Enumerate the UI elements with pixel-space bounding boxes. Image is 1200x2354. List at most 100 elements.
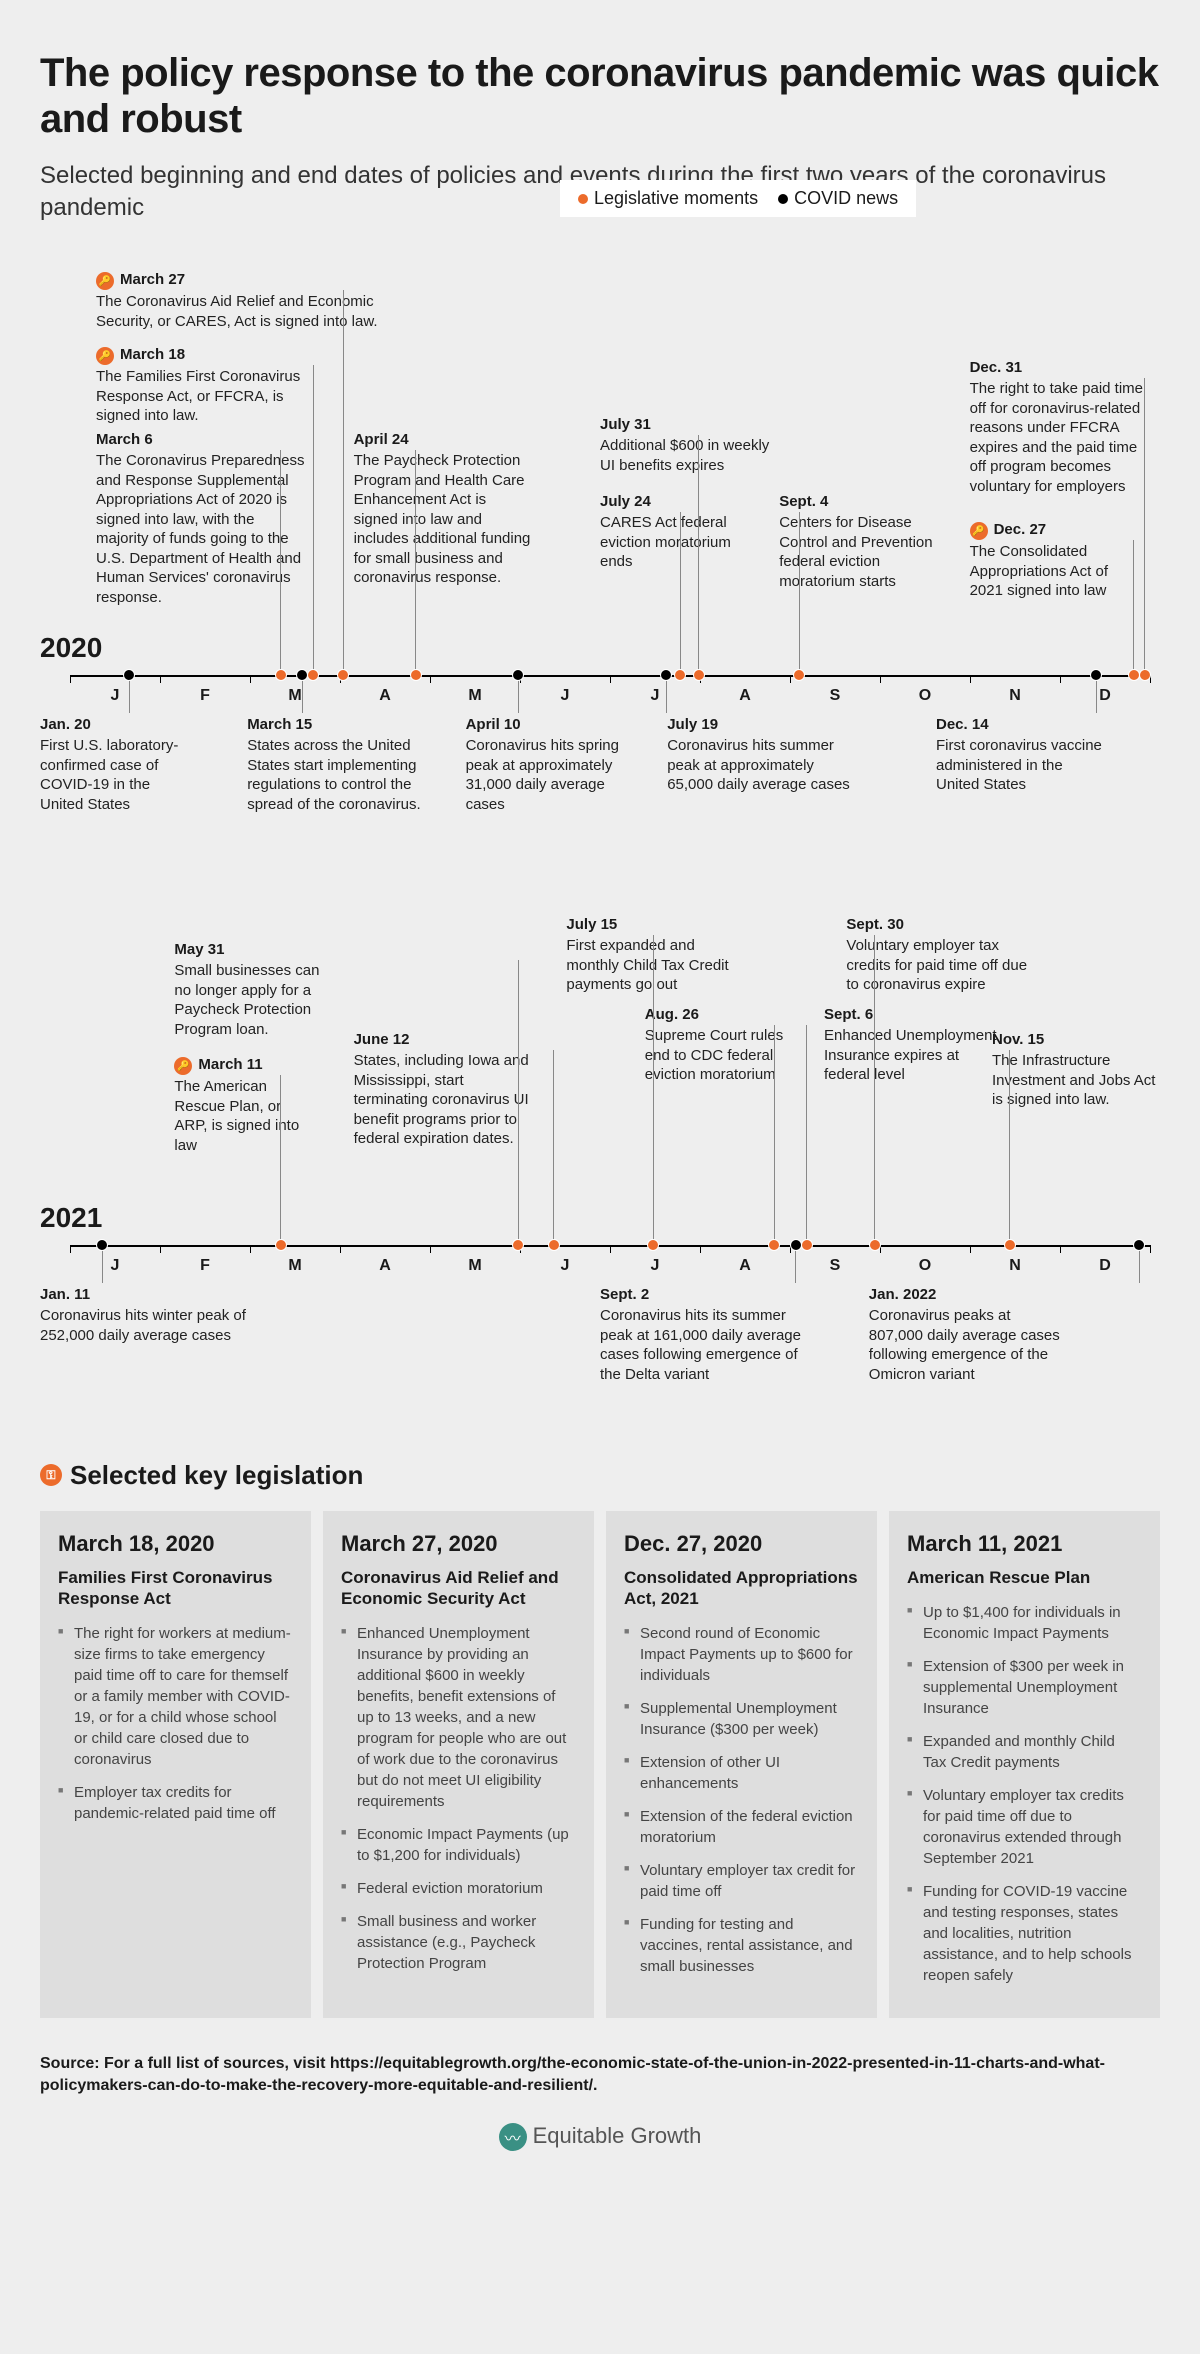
legislation-bullet: Extension of $300 per week in supplement… xyxy=(907,1656,1142,1719)
legend-label-legislative: Legislative moments xyxy=(594,188,758,208)
event-description: Coronavirus hits spring peak at approxim… xyxy=(466,736,636,814)
source-text: Source: For a full list of sources, visi… xyxy=(40,2053,1160,2098)
legislation-bullet: Expanded and monthly Child Tax Credit pa… xyxy=(907,1731,1142,1773)
event-description: First U.S. laboratory-confirmed case of … xyxy=(40,736,195,814)
event-description: The right to take paid time off for coro… xyxy=(970,379,1150,496)
legislation-bullet: Funding for COVID-19 vaccine and testing… xyxy=(907,1881,1142,1986)
event-description: Coronavirus hits winter peak of 252,000 … xyxy=(40,1306,260,1345)
event-dot xyxy=(1091,670,1101,680)
event-description: Coronavirus hits its summer peak at 161,… xyxy=(600,1306,820,1384)
event-description: Supreme Court rules end to CDC federal e… xyxy=(645,1026,805,1085)
event-date: Jan. 2022 xyxy=(869,1285,1069,1305)
legislation-section-title: ⚿ Selected key legislation xyxy=(40,1460,1160,1491)
event-annotation: March 11The American Rescue Plan, or ARP… xyxy=(174,1055,314,1156)
event-description: The American Rescue Plan, or ARP, is sig… xyxy=(174,1077,314,1155)
event-description: Additional $600 in weekly UI benefits ex… xyxy=(600,436,780,475)
legislation-bullet: Voluntary employer tax credit for paid t… xyxy=(624,1860,859,1902)
legislation-card: March 27, 2020Coronavirus Aid Relief and… xyxy=(323,1511,594,2018)
event-date: Aug. 26 xyxy=(645,1005,805,1025)
legislation-bullet: Enhanced Unemployment Insurance by provi… xyxy=(341,1623,576,1812)
month-label: A xyxy=(739,687,751,705)
event-description: The Families First Coronavirus Response … xyxy=(96,367,326,426)
timeline-2021: 2021JFMAMJJASONDMay 31Small businesses c… xyxy=(40,900,1160,1410)
event-description: Voluntary employer tax credits for paid … xyxy=(846,936,1041,995)
event-dot xyxy=(648,1240,658,1250)
legend-dot-legislative xyxy=(578,194,588,204)
event-description: Small businesses can no longer apply for… xyxy=(174,961,339,1039)
event-annotation: May 31Small businesses can no longer app… xyxy=(174,940,339,1040)
event-date: Nov. 15 xyxy=(992,1030,1160,1050)
event-dot xyxy=(1129,670,1139,680)
event-date: Sept. 2 xyxy=(600,1285,820,1305)
month-label: J xyxy=(561,1257,570,1275)
event-date: July 15 xyxy=(566,915,741,935)
event-annotation: Dec. 14First coronavirus vaccine adminis… xyxy=(936,715,1106,795)
event-dot xyxy=(661,670,671,680)
legend: Legislative moments COVID news xyxy=(560,180,916,217)
event-dot xyxy=(276,670,286,680)
event-description: Centers for Disease Control and Preventi… xyxy=(779,513,939,591)
event-annotation: March 6The Coronavirus Preparedness and … xyxy=(96,430,311,608)
month-label: A xyxy=(739,1257,751,1275)
event-date: April 24 xyxy=(354,430,534,450)
event-annotation: Sept. 6Enhanced Unemployment Insurance e… xyxy=(824,1005,1004,1085)
legislation-bullet: Second round of Economic Impact Payments… xyxy=(624,1623,859,1686)
event-date: July 19 xyxy=(667,715,852,735)
event-annotation: Jan. 20First U.S. laboratory-confirmed c… xyxy=(40,715,195,815)
event-dot xyxy=(870,1240,880,1250)
event-description: The Paycheck Protection Program and Heal… xyxy=(354,451,534,588)
month-label: A xyxy=(379,1257,391,1275)
event-description: First coronavirus vaccine administered i… xyxy=(936,736,1106,795)
event-date: Dec. 27 xyxy=(970,520,1145,541)
month-label: J xyxy=(111,687,120,705)
event-dot xyxy=(338,670,348,680)
event-dot xyxy=(276,1240,286,1250)
legislation-bullet: Funding for testing and vaccines, rental… xyxy=(624,1914,859,1977)
event-date: March 11 xyxy=(174,1055,314,1076)
month-label: O xyxy=(919,687,931,705)
event-description: States, including Iowa and Mississippi, … xyxy=(354,1051,534,1149)
event-annotation: April 10Coronavirus hits spring peak at … xyxy=(466,715,636,815)
event-annotation: July 31Additional $600 in weekly UI bene… xyxy=(600,415,780,476)
event-annotation: July 15First expanded and monthly Child … xyxy=(566,915,741,995)
legislation-grid: March 18, 2020Families First Coronavirus… xyxy=(40,1511,1160,2018)
event-date: Sept. 6 xyxy=(824,1005,1004,1025)
event-description: The Consolidated Appropriations Act of 2… xyxy=(970,542,1145,601)
event-dot xyxy=(97,1240,107,1250)
event-dot xyxy=(791,1240,801,1250)
event-dot xyxy=(1134,1240,1144,1250)
month-label: N xyxy=(1009,687,1021,705)
legislation-name: Consolidated Appropriations Act, 2021 xyxy=(624,1567,859,1610)
legislation-name: American Rescue Plan xyxy=(907,1567,1142,1588)
month-label: J xyxy=(651,687,660,705)
event-description: States across the United States start im… xyxy=(247,736,432,814)
event-date: Jan. 11 xyxy=(40,1285,260,1305)
month-label: A xyxy=(379,687,391,705)
month-label: M xyxy=(288,1257,301,1275)
event-dot xyxy=(411,670,421,680)
event-description: First expanded and monthly Child Tax Cre… xyxy=(566,936,741,995)
event-dot xyxy=(769,1240,779,1250)
event-date: Dec. 14 xyxy=(936,715,1106,735)
legislation-date: March 11, 2021 xyxy=(907,1531,1142,1557)
event-annotation: Sept. 2Coronavirus hits its summer peak … xyxy=(600,1285,820,1385)
event-dot xyxy=(675,670,685,680)
month-label: S xyxy=(830,687,841,705)
month-label: J xyxy=(111,1257,120,1275)
month-label: F xyxy=(200,687,210,705)
event-dot xyxy=(802,1240,812,1250)
event-annotation: Jan. 2022Coronavirus peaks at 807,000 da… xyxy=(869,1285,1069,1385)
legislation-bullet: Small business and worker assistance (e.… xyxy=(341,1911,576,1974)
month-label: D xyxy=(1099,1257,1111,1275)
event-date: July 31 xyxy=(600,415,780,435)
timeline-2020: 2020JFMAMJJASONDMarch 27The Coronavirus … xyxy=(40,270,1160,860)
key-icon: ⚿ xyxy=(40,1464,62,1486)
event-dot xyxy=(794,670,804,680)
logo-mark-icon: 〰 xyxy=(499,2123,527,2151)
event-annotation: Sept. 30Voluntary employer tax credits f… xyxy=(846,915,1041,995)
legislation-card: March 18, 2020Families First Coronavirus… xyxy=(40,1511,311,2018)
month-label: J xyxy=(651,1257,660,1275)
legislation-bullet: Employer tax credits for pandemic-relate… xyxy=(58,1782,293,1824)
event-annotation: Aug. 26Supreme Court rules end to CDC fe… xyxy=(645,1005,805,1085)
month-label: F xyxy=(200,1257,210,1275)
